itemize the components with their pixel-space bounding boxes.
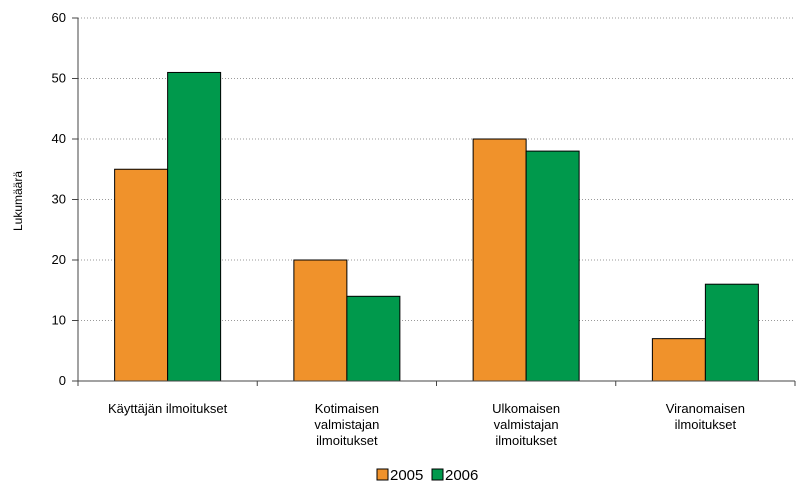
bar-2006-4 bbox=[704, 283, 759, 382]
legend-label-2005: 2005 bbox=[390, 467, 423, 484]
x-category-label-line: ilmoitukset bbox=[316, 433, 378, 448]
x-category-label-line: valmistajan bbox=[314, 417, 379, 432]
legend: 2005 2006 bbox=[376, 467, 478, 484]
y-tick-label: 40 bbox=[52, 131, 66, 146]
bar-2005-3 bbox=[472, 138, 527, 382]
x-category-label-line: Viranomaisen bbox=[666, 401, 745, 416]
x-category-label-line: ilmoitukset bbox=[495, 433, 557, 448]
x-category-label: Viranomaisen ilmoitukset bbox=[666, 401, 745, 432]
x-category-label-line: Käyttäjän ilmoitukset bbox=[108, 401, 228, 416]
x-category-label-line: ilmoitukset bbox=[675, 417, 737, 432]
bars bbox=[114, 71, 759, 382]
gridlines bbox=[78, 17, 795, 321]
x-category-label: Kotimaisen valmistajan ilmoitukset bbox=[314, 401, 379, 448]
y-tick-labels: 0 10 20 30 40 50 60 bbox=[52, 10, 66, 388]
bar-2005-4 bbox=[651, 338, 706, 382]
legend-swatch-2005 bbox=[376, 468, 389, 481]
y-tick-label: 0 bbox=[59, 373, 66, 388]
y-tick-label: 60 bbox=[52, 10, 66, 25]
x-category-label-line: Ulkomaisen bbox=[492, 401, 560, 416]
y-tick-label: 10 bbox=[52, 313, 66, 328]
x-category-label-line: valmistajan bbox=[494, 417, 559, 432]
y-tick-label: 50 bbox=[52, 71, 66, 86]
bar-2006-3 bbox=[525, 150, 580, 382]
bar-2006-1 bbox=[167, 71, 222, 382]
legend-label-2006: 2006 bbox=[445, 467, 478, 484]
legend-swatch-2006 bbox=[431, 468, 444, 481]
y-axis-label: Lukumäärä bbox=[11, 171, 25, 231]
x-category-labels: Käyttäjän ilmoitukset Kotimaisen valmistaj… bbox=[108, 401, 745, 448]
bar-2006-2 bbox=[346, 295, 401, 382]
bar-2005-1 bbox=[114, 168, 169, 382]
axes bbox=[72, 17, 796, 386]
x-category-label: Käyttäjän ilmoitukset bbox=[108, 401, 228, 416]
x-category-label-line: Kotimaisen bbox=[315, 401, 379, 416]
x-category-label: Ulkomaisen valmistajan ilmoitukset bbox=[492, 401, 560, 448]
y-tick-label: 30 bbox=[52, 192, 66, 207]
y-tick-label: 20 bbox=[52, 252, 66, 267]
bar-2005-2 bbox=[293, 259, 348, 382]
